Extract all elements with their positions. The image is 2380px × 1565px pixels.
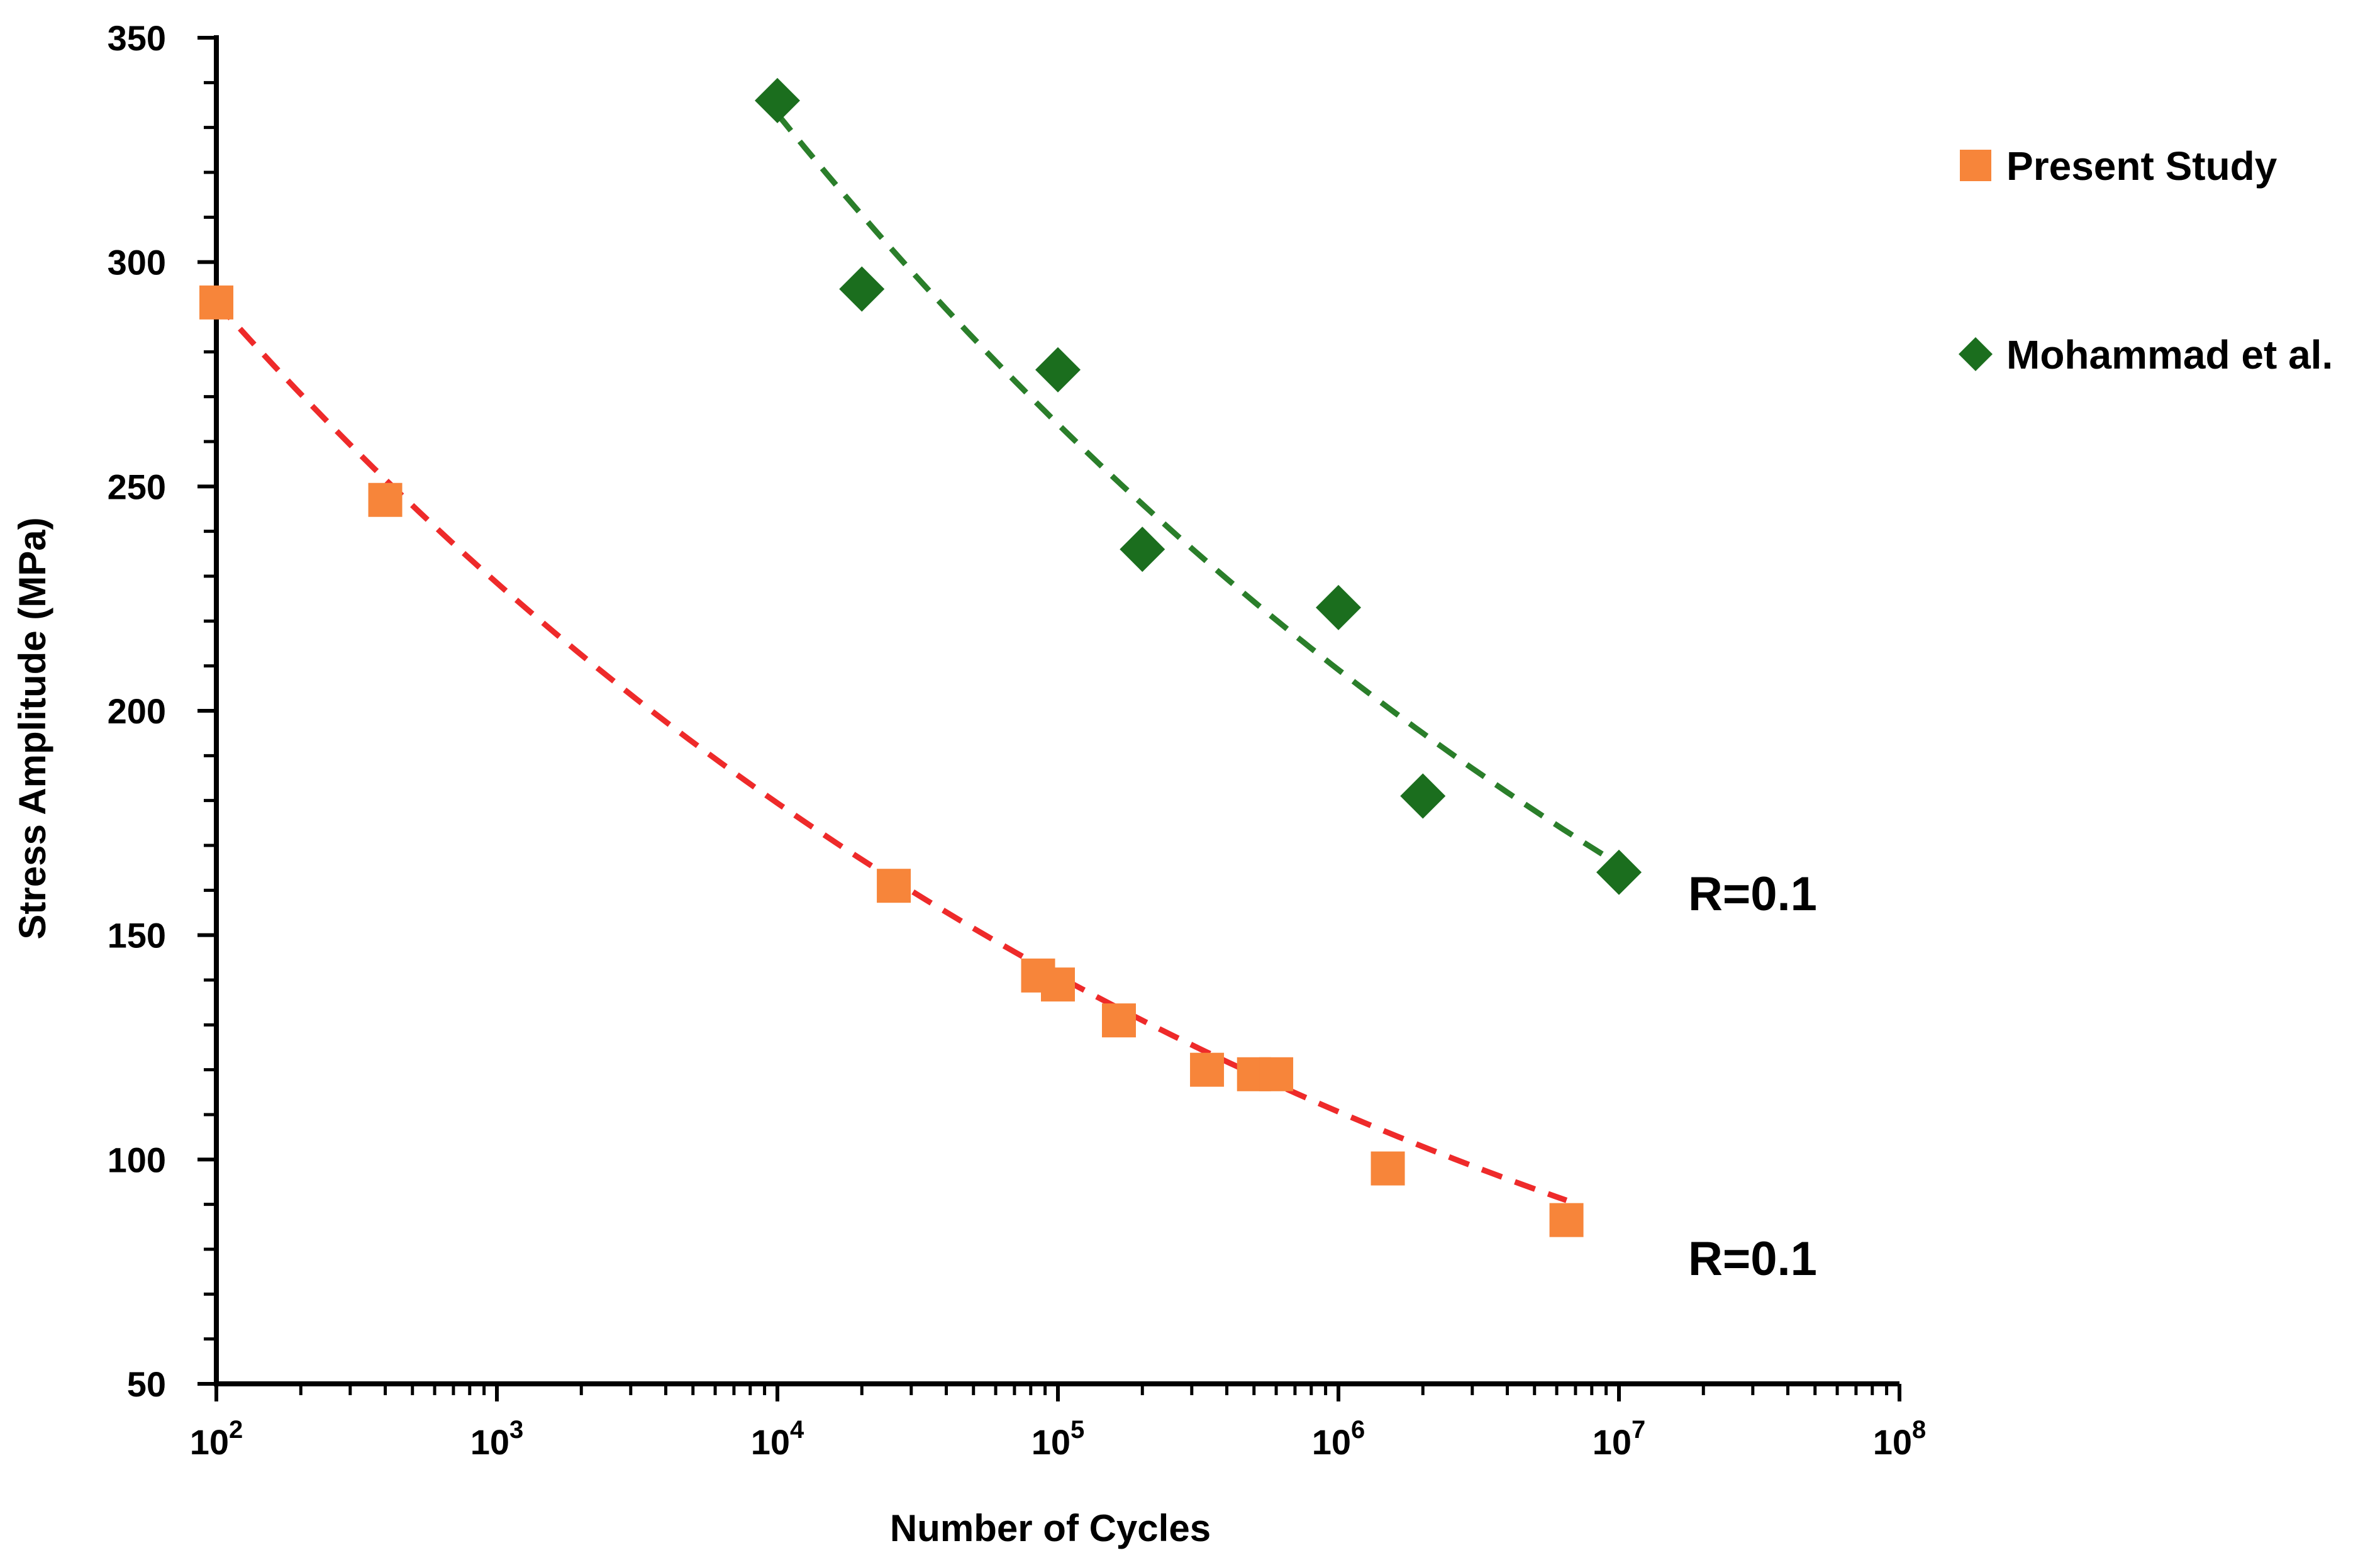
legend-label-present-study: Present Study bbox=[2006, 143, 2277, 189]
y-tick-label: 100 bbox=[108, 1140, 166, 1179]
point-present-study bbox=[1259, 1057, 1294, 1091]
y-tick-label: 250 bbox=[108, 467, 166, 506]
annotation-r-ratio-mohammad: R=0.1 bbox=[1688, 867, 1817, 921]
x-tick-label: 106 bbox=[1312, 1416, 1365, 1462]
point-mohammad bbox=[1400, 773, 1446, 819]
point-present-study bbox=[199, 285, 233, 320]
point-mohammad bbox=[839, 266, 885, 312]
y-axis-title: Stress Amplitude (MPa) bbox=[11, 517, 53, 939]
x-tick-label: 102 bbox=[190, 1416, 243, 1462]
point-mohammad bbox=[1316, 584, 1361, 630]
legend-marker-present-study bbox=[1960, 150, 1991, 181]
trendline-mohammad bbox=[775, 112, 1621, 867]
point-present-study bbox=[1041, 967, 1075, 1002]
x-axis-title: Number of Cycles bbox=[890, 1507, 1211, 1549]
trendline-present-study bbox=[214, 300, 1568, 1203]
annotation-r-ratio-present: R=0.1 bbox=[1688, 1232, 1817, 1286]
legend: Present Study Mohammad et al. bbox=[1959, 143, 2333, 377]
ticks: 50 100 150 200 250 300 350 102 103 104 105 106 107 10… bbox=[108, 18, 1927, 1462]
point-present-study bbox=[1549, 1203, 1584, 1237]
y-tick-label: 300 bbox=[108, 243, 166, 282]
legend-marker-mohammad bbox=[1959, 337, 1993, 371]
y-tick-label: 350 bbox=[108, 18, 166, 58]
point-present-study bbox=[1371, 1151, 1405, 1186]
point-mohammad bbox=[1035, 347, 1081, 393]
point-mohammad bbox=[1596, 849, 1642, 895]
axes bbox=[214, 35, 1899, 1386]
point-present-study bbox=[368, 482, 403, 517]
point-present-study bbox=[1190, 1052, 1225, 1087]
point-mohammad bbox=[1120, 526, 1165, 572]
point-present-study bbox=[1101, 1003, 1136, 1038]
point-mohammad bbox=[755, 77, 800, 123]
legend-label-mohammad: Mohammad et al. bbox=[2006, 332, 2333, 377]
y-tick-label: 50 bbox=[127, 1364, 166, 1404]
x-tick-label: 105 bbox=[1032, 1416, 1085, 1462]
x-tick-label: 108 bbox=[1873, 1416, 1927, 1462]
x-tick-label: 107 bbox=[1593, 1416, 1646, 1462]
trendlines bbox=[214, 112, 1621, 1203]
data-points bbox=[199, 77, 1642, 1237]
y-tick-label: 150 bbox=[108, 916, 166, 955]
x-tick-label: 103 bbox=[470, 1416, 524, 1462]
y-tick-label: 200 bbox=[108, 691, 166, 731]
x-tick-label: 104 bbox=[751, 1416, 804, 1462]
point-present-study bbox=[877, 869, 911, 903]
